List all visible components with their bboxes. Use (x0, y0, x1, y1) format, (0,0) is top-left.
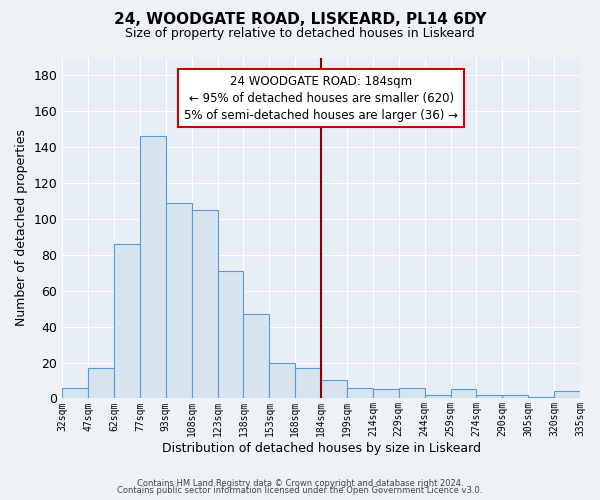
Bar (269, 362, 295, 398)
Bar (192, 210, 218, 398)
Bar (62, 388, 88, 398)
Bar (528, 396, 554, 398)
Bar (502, 395, 528, 398)
Bar (425, 395, 451, 398)
Bar (476, 395, 502, 398)
Y-axis label: Number of detached properties: Number of detached properties (15, 130, 28, 326)
Text: Contains HM Land Registry data © Crown copyright and database right 2024.: Contains HM Land Registry data © Crown c… (137, 478, 463, 488)
Bar (114, 244, 140, 398)
Text: 24 WOODGATE ROAD: 184sqm
← 95% of detached houses are smaller (620)
5% of semi-d: 24 WOODGATE ROAD: 184sqm ← 95% of detach… (184, 74, 458, 122)
Bar (451, 390, 476, 398)
Bar (554, 391, 580, 398)
Bar (244, 314, 269, 398)
Bar (347, 388, 373, 398)
Bar (321, 380, 347, 398)
Text: Contains public sector information licensed under the Open Government Licence v3: Contains public sector information licen… (118, 486, 482, 495)
Bar (295, 368, 321, 398)
Bar (140, 136, 166, 398)
Bar (88, 368, 114, 398)
X-axis label: Distribution of detached houses by size in Liskeard: Distribution of detached houses by size … (161, 442, 481, 455)
Bar (399, 388, 425, 398)
Bar (166, 203, 192, 398)
Text: 24, WOODGATE ROAD, LISKEARD, PL14 6DY: 24, WOODGATE ROAD, LISKEARD, PL14 6DY (114, 12, 486, 28)
Bar (373, 390, 399, 398)
Text: Size of property relative to detached houses in Liskeard: Size of property relative to detached ho… (125, 28, 475, 40)
Bar (218, 271, 244, 398)
